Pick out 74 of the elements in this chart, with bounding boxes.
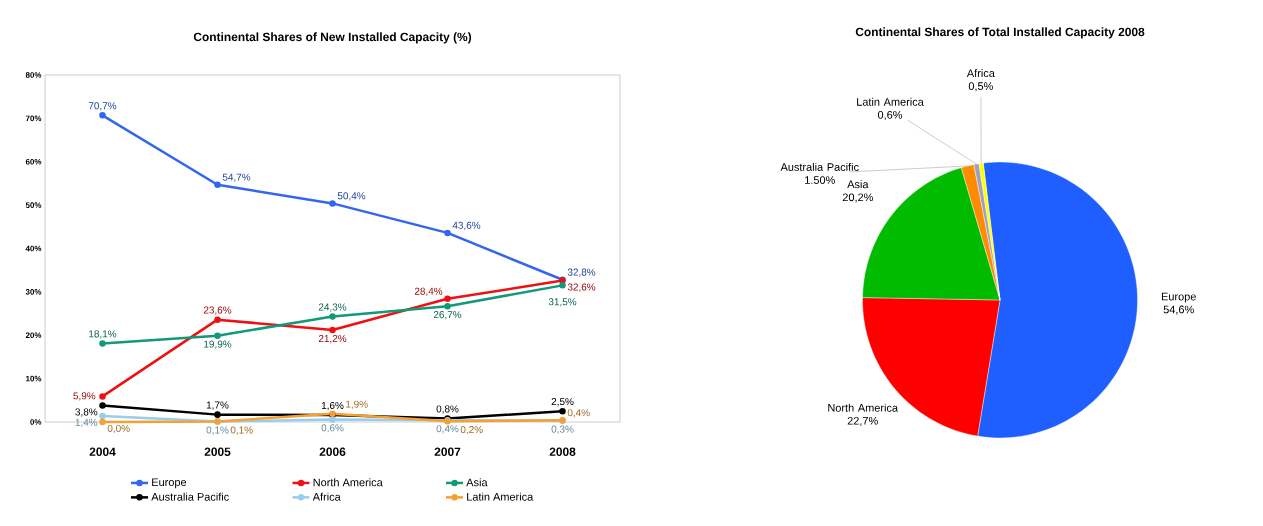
legend-label: Africa: [312, 492, 341, 501]
data-label: 70,7%: [88, 102, 117, 111]
data-label: 0,1%: [206, 426, 229, 435]
data-label: 0,6%: [321, 424, 344, 433]
point: [214, 316, 221, 323]
x-tick-label: 2004: [89, 447, 116, 456]
point: [99, 418, 106, 426]
slice-label: Australia Pacific: [780, 162, 859, 171]
data-label: 1.50%: [805, 176, 835, 184]
data-label: 24,3%: [318, 303, 347, 312]
point: [214, 332, 221, 339]
data-label: 22,7%: [847, 416, 878, 426]
point: [214, 181, 221, 188]
data-label: 54,6%: [1163, 305, 1194, 315]
point: [214, 411, 221, 418]
data-label: 50,4%: [337, 192, 366, 201]
legend-label: North America: [313, 478, 383, 487]
data-label: 0,3%: [551, 425, 574, 434]
legend-label: Europe: [152, 478, 187, 489]
point: [99, 340, 106, 347]
point: [444, 295, 451, 303]
data-label: 0,1%: [230, 426, 253, 435]
slice-label: Europe: [1161, 292, 1196, 303]
legend-label: Australia Pacific: [151, 492, 229, 501]
data-label: 1,9%: [346, 400, 368, 409]
data-label: 20,2%: [842, 193, 873, 203]
point: [329, 326, 336, 334]
point: [329, 313, 336, 320]
point: [559, 407, 566, 415]
x-tick-label: 2008: [549, 447, 576, 456]
data-label: 32,8%: [567, 268, 596, 277]
data-label: 23,6%: [203, 306, 232, 315]
data-label: 0,2%: [460, 426, 483, 435]
data-label: 19,9%: [204, 340, 232, 349]
point: [444, 302, 451, 310]
data-label: 0,6%: [877, 110, 903, 121]
slice-label: Latin America: [857, 97, 924, 106]
data-label: 0,8%: [436, 405, 459, 414]
chart-title: Continental Shares of New Installed Capacity (%): [193, 32, 472, 44]
point: [444, 229, 451, 237]
data-label: 54,7%: [222, 173, 251, 182]
data-label: 1,4%: [75, 418, 98, 428]
legend-label: Asia: [466, 478, 488, 487]
data-label: 1,7%: [206, 401, 229, 410]
slice-label: Asia: [847, 180, 869, 189]
data-label: 0,4%: [436, 425, 459, 434]
point: [99, 112, 106, 119]
point: [329, 200, 336, 207]
data-label: 0,5%: [968, 82, 993, 92]
data-label: 1,6%: [321, 401, 344, 411]
point: [559, 282, 566, 289]
data-label: 31,5%: [548, 298, 577, 307]
slice-label: Africa: [966, 69, 995, 78]
data-label: 2,5%: [551, 398, 574, 407]
data-label: 21,2%: [318, 334, 347, 344]
slice-label: North America: [828, 403, 899, 412]
legend-label: Latin America: [467, 492, 534, 501]
point: [99, 402, 106, 409]
data-label: 3,8%: [75, 408, 98, 417]
data-label: 28,4%: [414, 287, 443, 296]
data-label: 32,6%: [567, 283, 596, 292]
data-label: 5,9%: [73, 392, 96, 401]
x-tick-label: 2005: [204, 447, 231, 456]
x-tick-label: 2006: [319, 447, 346, 456]
point: [329, 416, 336, 423]
data-label: 0,0%: [107, 424, 130, 434]
data-label: 43,6%: [452, 221, 481, 231]
point: [99, 393, 106, 400]
point: [99, 412, 106, 420]
data-label: 0,4%: [567, 409, 590, 418]
chart-title: Continental Shares of Total Installed Capacity 2008: [855, 27, 1145, 39]
x-tick-label: 2007: [434, 447, 461, 456]
data-label: 18,1%: [89, 330, 117, 339]
data-label: 26,7%: [433, 311, 462, 320]
